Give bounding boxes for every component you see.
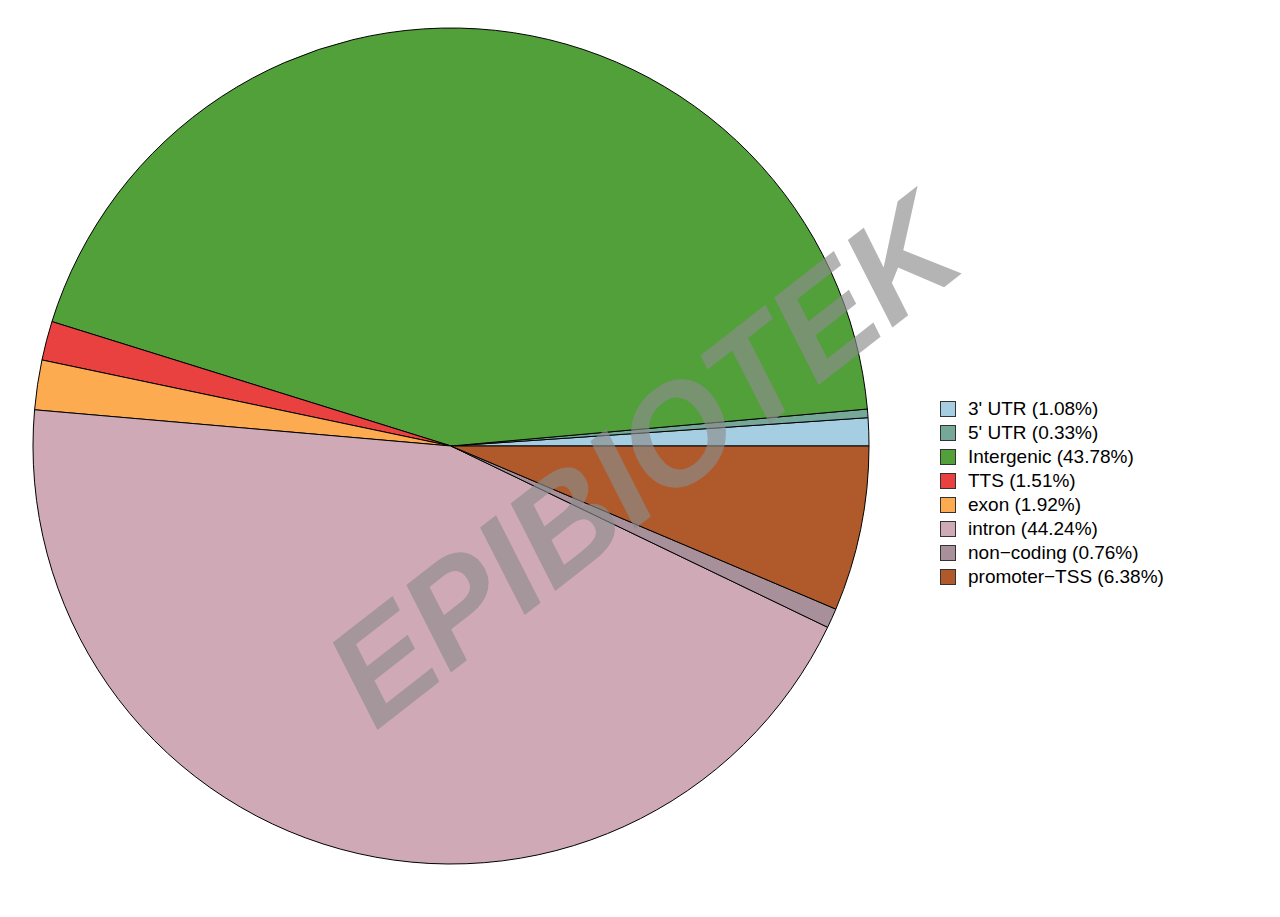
html-text:TTS (1.51%): TTS (1.51%) — [968, 470, 1076, 491]
html-text:intron (44.24%): intron (44.24%) — [968, 518, 1098, 539]
html-text:3' UTR (1.08%): 3' UTR (1.08%) — [968, 398, 1099, 419]
html-text:exon (1.92%): exon (1.92%) — [968, 494, 1081, 515]
html-text:5' UTR (0.33%): 5' UTR (0.33%) — [968, 422, 1099, 443]
html-text:non−coding (0.76%): non−coding (0.76%) — [968, 542, 1139, 563]
svg-text:EPIBIOTEK: EPIBIOTEK — [297, 161, 995, 755]
html-text:Intergenic (43.78%): Intergenic (43.78%) — [968, 446, 1134, 467]
html-text:promoter−TSS (6.38%): promoter−TSS (6.38%) — [968, 566, 1164, 587]
